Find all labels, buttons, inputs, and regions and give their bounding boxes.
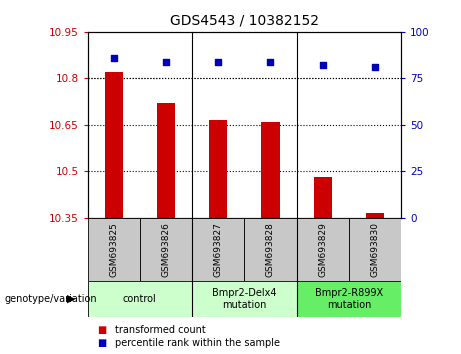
Bar <box>296 218 349 281</box>
Bar <box>192 281 296 317</box>
Text: transformed count: transformed count <box>115 325 206 335</box>
Text: GSM693826: GSM693826 <box>161 222 171 277</box>
Bar <box>140 218 192 281</box>
Text: genotype/variation: genotype/variation <box>5 294 97 304</box>
Text: percentile rank within the sample: percentile rank within the sample <box>115 338 280 348</box>
Text: ■: ■ <box>97 338 106 348</box>
Bar <box>313 177 332 218</box>
Bar <box>366 213 384 218</box>
Text: Bmpr2-Delx4
mutation: Bmpr2-Delx4 mutation <box>212 288 277 310</box>
Text: GSM693830: GSM693830 <box>371 222 379 277</box>
Text: control: control <box>123 294 157 304</box>
Bar <box>349 218 401 281</box>
Text: GSM693829: GSM693829 <box>318 222 327 277</box>
Bar <box>209 120 227 218</box>
Text: ▶: ▶ <box>67 294 76 304</box>
Bar <box>88 281 192 317</box>
Text: GSM693825: GSM693825 <box>109 222 118 277</box>
Bar <box>261 122 279 218</box>
Bar <box>157 103 175 218</box>
Text: Bmpr2-R899X
mutation: Bmpr2-R899X mutation <box>315 288 383 310</box>
Point <box>267 59 274 64</box>
Point <box>110 55 118 61</box>
Point <box>214 59 222 64</box>
Text: ■: ■ <box>97 325 106 335</box>
Bar <box>105 72 123 218</box>
Bar <box>192 218 244 281</box>
Bar <box>296 281 401 317</box>
Title: GDS4543 / 10382152: GDS4543 / 10382152 <box>170 14 319 28</box>
Point <box>162 59 170 64</box>
Text: GSM693827: GSM693827 <box>214 222 223 277</box>
Text: GSM693828: GSM693828 <box>266 222 275 277</box>
Point <box>371 64 378 70</box>
Bar <box>88 218 140 281</box>
Point <box>319 63 326 68</box>
Bar <box>244 218 296 281</box>
